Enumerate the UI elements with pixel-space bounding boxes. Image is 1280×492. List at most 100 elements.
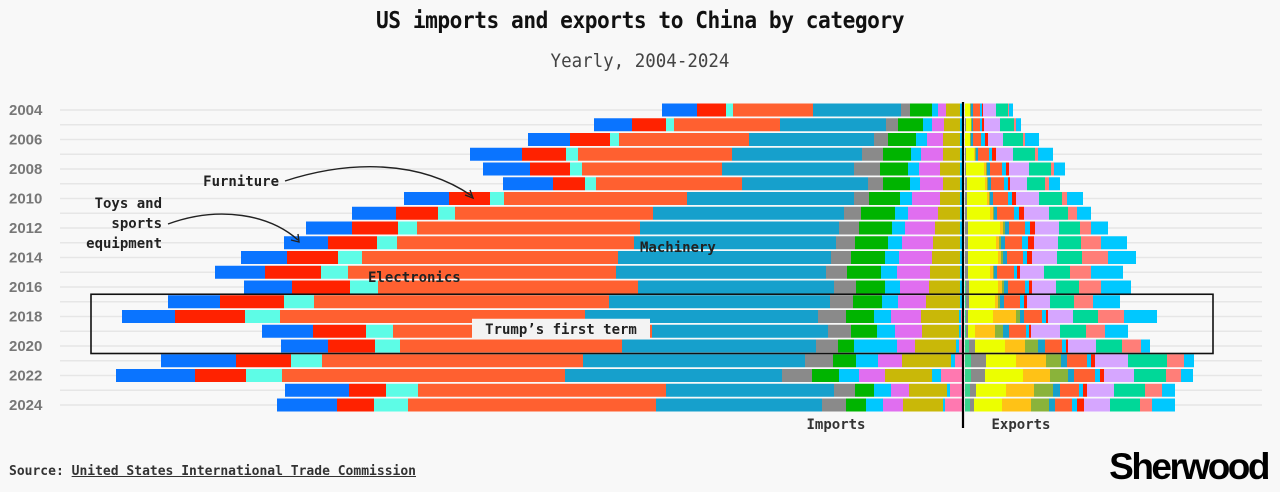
import-bar-2011-electronics [455, 206, 653, 220]
import-bar-2017-metals [830, 295, 853, 309]
export-bar-2017-mineral-fuels [1074, 295, 1093, 309]
source-line: Source: United States International Trad… [9, 464, 416, 479]
import-bar-2022-other-imports [941, 369, 963, 382]
import-bar-2022-minerals-misc [932, 369, 941, 382]
export-bar-2024-mineral-fuels [1140, 398, 1152, 412]
import-bar-2004-metals [901, 103, 910, 117]
exports-label: Exports [991, 417, 1050, 433]
import-bar-2016-vehicles-parts [856, 280, 885, 294]
import-bar-2016-chemicals-plastics [900, 280, 929, 294]
export-bar-2020-agriculture-soybeans- [975, 339, 1005, 353]
import-bar-2008-metals [854, 162, 880, 176]
import-bar-2015-optical-medical [881, 265, 897, 279]
center-axis: Imports Exports [806, 102, 1051, 433]
annotation-trump-term: Trump’s first term [485, 322, 637, 338]
export-bar-2005-agriculture-soybeans- [966, 118, 971, 132]
export-bar-2024-electronics [1072, 398, 1077, 412]
import-bar-2018-textiles [921, 310, 959, 323]
import-bar-2024-metals [822, 398, 846, 412]
export-bar-2012-optical-medical [1059, 221, 1080, 235]
import-bar-2009-minerals-misc [960, 177, 962, 191]
export-bar-2021-aircraft-equipment [1095, 354, 1128, 368]
import-bar-2014-toys-and-sports-equipment [241, 251, 287, 264]
import-bar-2008-chemicals-plastics [919, 162, 940, 176]
import-bar-2024-electronics [408, 398, 656, 412]
export-bar-2019-food-products [975, 324, 995, 338]
export-bar-2018-vehicles [1046, 310, 1048, 323]
export-bar-2015-agriculture-soybeans- [968, 265, 990, 279]
export-bar-2023-chemicals [1053, 383, 1060, 397]
export-bar-2016-electronics [1025, 280, 1029, 294]
export-bar-2021-mineral-fuels [1167, 354, 1184, 368]
export-bar-2019-agriculture-soybeans- [968, 324, 975, 338]
export-bar-2011-food-products [990, 206, 993, 220]
import-bar-2010-toys-and-sports-equipment [404, 192, 449, 205]
export-bar-2005-aircraft-equipment [984, 118, 1000, 132]
export-bar-2016-machinery [1008, 280, 1025, 294]
chart-title: US imports and exports to China by categ… [375, 8, 905, 34]
import-bar-2011-textiles [938, 206, 960, 220]
export-bar-2018-machinery [1024, 310, 1042, 323]
toys-arrow [167, 213, 299, 241]
import-bar-2009-optical-medical [910, 177, 920, 191]
import-bar-2024-chemicals-plastics [883, 398, 903, 412]
export-bar-2006-aircraft-equipment [988, 133, 1003, 146]
import-bar-2009-machinery [742, 177, 868, 191]
import-bar-2023-vehicles-parts [855, 383, 874, 397]
import-bar-2005-textiles [944, 118, 960, 132]
export-bar-2009-metals [965, 177, 967, 191]
import-bar-2017-toys-and-sports-equipment [168, 295, 220, 309]
import-bar-2013-metals [836, 236, 855, 250]
export-bar-2005-plastics [971, 118, 972, 132]
export-bar-2023-machinery [1060, 383, 1079, 397]
export-bar-2007-mineral-fuels [1035, 147, 1038, 161]
y-tick-label: 2008 [9, 161, 42, 178]
import-bar-2021-electronics [322, 354, 583, 368]
y-tick-label: 2020 [9, 338, 42, 355]
import-bar-2021-other-imports [955, 354, 963, 368]
export-bar-2011-aircraft-equipment [1024, 206, 1049, 220]
export-bar-2017-aircraft-equipment [1027, 295, 1050, 309]
export-bar-2010-metals [965, 192, 967, 205]
export-bar-2023-plastics [1034, 383, 1053, 397]
y-tick-label: 2024 [9, 397, 43, 414]
import-bar-2017-optical-medical [882, 295, 898, 309]
import-bar-2009-furniture [553, 177, 585, 191]
import-bar-2010-optical-medical [900, 192, 912, 205]
export-bar-2005-chemicals [972, 118, 973, 132]
import-bar-2023-metals [834, 383, 855, 397]
import-bar-2005-electronics [674, 118, 780, 132]
import-bar-2006-textiles [943, 133, 960, 146]
import-bar-2013-machinery [634, 236, 836, 250]
export-bar-2010-optical-medical [1039, 192, 1062, 205]
export-bar-2015-vehicles [1017, 265, 1020, 279]
export-bar-2024-chemicals [1049, 398, 1055, 412]
export-bar-2016-agriculture-soybeans- [969, 280, 998, 294]
export-bar-2017-agriculture-soybeans- [969, 295, 995, 309]
import-bar-2013-apparel-other [377, 236, 397, 250]
export-bar-2018-chemicals [1020, 310, 1024, 323]
import-bar-2021-minerals-misc [951, 354, 955, 368]
export-bar-2007-plastics [975, 147, 976, 161]
export-bar-2009-machinery [991, 177, 1004, 191]
export-bar-2017-chemicals [1000, 295, 1004, 309]
annotation-electronics: Electronics [368, 270, 461, 286]
import-bar-2004-apparel-other [726, 103, 733, 117]
export-bar-2012-vehicles [1030, 221, 1035, 235]
import-bar-2007-machinery [732, 147, 862, 161]
import-bar-2007-toys-and-sports-equipment [470, 147, 522, 161]
imports-label: Imports [806, 417, 865, 433]
export-bar-2020-semiconductors [1141, 339, 1150, 353]
source-link[interactable]: United States International Trade Commis… [71, 464, 416, 479]
export-bar-2009-chemicals [988, 177, 991, 191]
import-bar-2010-metals [854, 192, 869, 205]
export-bar-2013-food-products [996, 236, 999, 250]
export-bar-2018-semiconductors [1124, 310, 1157, 323]
import-bar-2018-apparel-other [245, 310, 280, 323]
export-bar-2012-metals [965, 221, 968, 235]
export-bar-2022-vehicles [1100, 369, 1104, 382]
import-bar-2015-textiles [930, 265, 960, 279]
import-bar-2010-electronics [504, 192, 687, 205]
import-bar-2024-textiles [903, 398, 943, 412]
export-bar-2007-machinery [978, 147, 989, 161]
